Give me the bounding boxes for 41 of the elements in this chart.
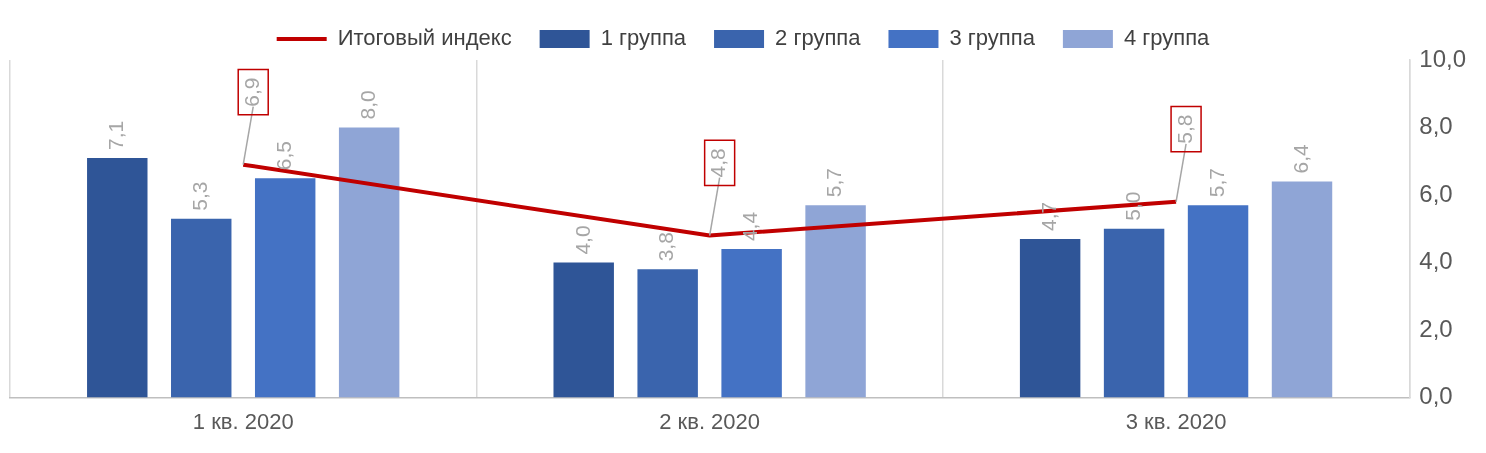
bar [1271, 181, 1333, 398]
y-tick-label: 10,0 [1419, 44, 1467, 72]
bar [338, 127, 400, 398]
bar [1103, 228, 1165, 398]
data-label: 5,0 [1120, 191, 1144, 221]
y-tick-label: 6,0 [1419, 179, 1453, 207]
data-label: 4,7 [1036, 201, 1060, 231]
bar [721, 249, 782, 398]
y-tick-label: 8,0 [1419, 112, 1453, 140]
data-label: 8,0 [355, 90, 379, 120]
data-label: 5,7 [1204, 167, 1228, 198]
data-label: 7,1 [104, 120, 128, 150]
data-label: 4,0 [570, 225, 594, 255]
bar [637, 269, 698, 398]
legend-label: 4 группа [1123, 25, 1211, 51]
x-tick-label: 3 кв. 2020 [1125, 408, 1227, 434]
data-label: 4,4 [738, 211, 762, 242]
y-tick-label: 2,0 [1419, 314, 1453, 342]
bar [171, 218, 232, 398]
bar [805, 205, 866, 398]
x-tick-label: 1 кв. 2020 [192, 408, 294, 434]
y-tick-label: 0,0 [1419, 382, 1453, 410]
legend-label: 2 группа [775, 25, 862, 51]
data-label: 5,8 [1172, 114, 1196, 144]
x-tick-label: 2 кв. 2020 [659, 408, 761, 434]
bar [1019, 238, 1081, 398]
y-tick-label: 4,0 [1419, 247, 1453, 275]
bar [1187, 205, 1249, 398]
legend-label: 3 группа [949, 25, 1036, 51]
legend-label: 1 группа [600, 25, 687, 51]
data-label: 6,4 [1288, 144, 1312, 174]
bar [87, 157, 148, 398]
legend-label: Итоговый индекс [337, 25, 512, 51]
data-label: 6,5 [271, 140, 295, 171]
bar [553, 262, 614, 398]
data-label: 5,7 [822, 167, 846, 198]
data-label: 4,8 [706, 148, 730, 178]
data-label: 6,9 [240, 77, 264, 107]
bar [254, 178, 316, 398]
data-label: 5,3 [188, 181, 212, 211]
data-label: 3,8 [654, 232, 678, 262]
